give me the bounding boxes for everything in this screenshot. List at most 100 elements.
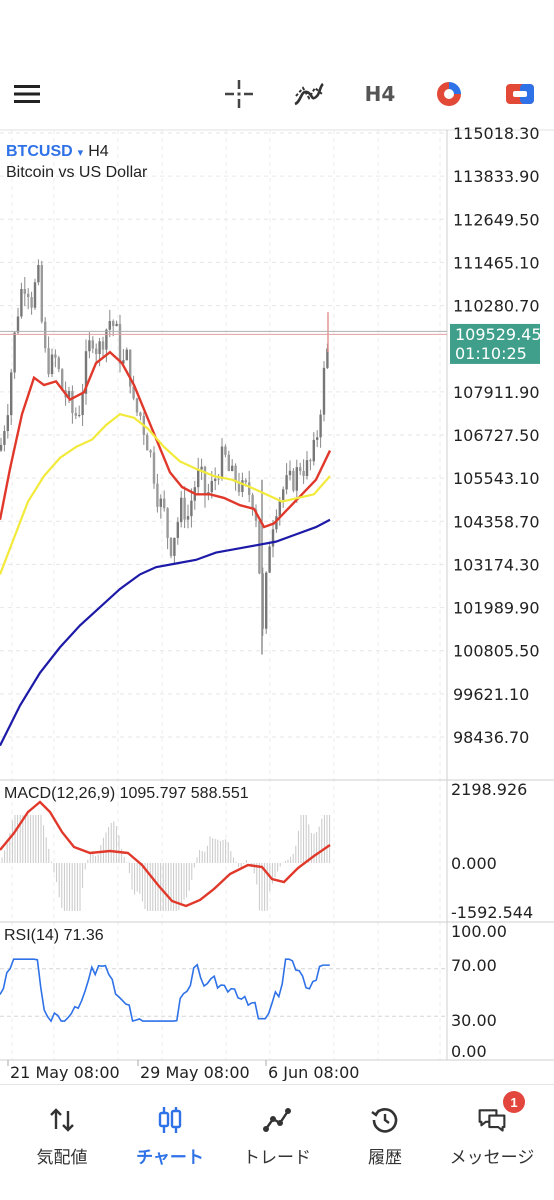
candle-body xyxy=(278,499,281,517)
rsi-axis-label: 100.00 xyxy=(451,922,507,941)
price-label: 106727.50 xyxy=(453,426,540,445)
candle-body xyxy=(16,316,20,333)
nav-history[interactable]: 履歴 xyxy=(330,1085,440,1185)
candle-body xyxy=(214,478,217,481)
trade-line-icon xyxy=(262,1105,292,1135)
candle-body xyxy=(268,546,271,573)
candle-body xyxy=(47,348,50,375)
ma-slow-line xyxy=(0,518,331,747)
candle-body xyxy=(302,470,305,477)
candle-body xyxy=(271,529,275,547)
ma-mid-line xyxy=(0,412,331,575)
nav-messages[interactable]: 1 メッセージ xyxy=(437,1085,547,1185)
candle-body xyxy=(57,357,60,370)
candle-body xyxy=(322,367,326,415)
price-chart[interactable]: 2198.926 0.000 -1592.544 100.00 70.00 30.00 0… xyxy=(0,126,554,1081)
candle-body xyxy=(227,454,230,471)
candle-body xyxy=(258,520,261,574)
candle-body xyxy=(91,340,94,349)
candle-body xyxy=(0,444,3,451)
candlesticks xyxy=(0,259,329,655)
candle-body xyxy=(220,446,224,479)
quotes-icon xyxy=(47,1105,77,1135)
rsi-axis-label: 30.00 xyxy=(451,1011,497,1030)
nav-messages-label: メッセージ xyxy=(449,1148,535,1167)
chart-grid xyxy=(0,130,447,1060)
menu-icon[interactable] xyxy=(10,74,44,114)
candle-body xyxy=(197,469,200,488)
candle-body xyxy=(6,415,9,432)
symbol-dropdown-icon[interactable]: ▾ xyxy=(77,146,84,159)
messages-badge: 1 xyxy=(503,1091,525,1113)
candle-body xyxy=(224,446,227,455)
candle-body xyxy=(105,329,108,350)
candle-body xyxy=(244,480,247,483)
price-label: 112649.50 xyxy=(453,210,540,229)
candle-body xyxy=(180,497,183,523)
symbol-name[interactable]: BTCUSD xyxy=(6,143,73,160)
candle-body xyxy=(101,341,105,350)
candle-body xyxy=(326,348,329,368)
candle-body xyxy=(312,439,315,462)
candle-body xyxy=(30,297,33,308)
candle-body xyxy=(37,265,40,283)
symbol-legend[interactable]: BTCUSD ▾ H4 xyxy=(6,143,109,161)
objects-icon[interactable] xyxy=(432,74,466,114)
candle-body xyxy=(254,509,258,521)
candle-body xyxy=(135,398,139,413)
ma-fast-line xyxy=(0,350,332,529)
price-label: 105543.10 xyxy=(453,469,540,488)
time-label: 21 May 08:00 xyxy=(10,1063,120,1081)
candle-body xyxy=(146,434,149,451)
nav-quotes[interactable]: 気配値 xyxy=(7,1085,117,1185)
bottom-nav: 気配値 チャート トレード 履歴 1 メッセージ xyxy=(0,1084,554,1200)
candle-body xyxy=(78,415,81,417)
macd-signal-line xyxy=(0,800,331,908)
candle-body xyxy=(237,482,241,492)
candle-body xyxy=(261,573,264,629)
candle-body xyxy=(156,483,159,507)
nav-trade[interactable]: トレード xyxy=(222,1085,332,1185)
candle-body xyxy=(231,465,234,471)
price-label: 104358.70 xyxy=(453,512,540,531)
candle-body xyxy=(285,475,288,490)
indicators-icon[interactable] xyxy=(291,74,327,114)
macd-label: MACD(12,26,9) 1095.797 588.551 xyxy=(4,785,249,802)
candle-body xyxy=(186,516,190,520)
price-label: 98436.70 xyxy=(453,728,529,747)
price-axis: 115018.30 113833.90 112649.50 111465.10 1102… xyxy=(450,126,542,747)
nav-quotes-label: 気配値 xyxy=(36,1148,88,1167)
candle-body xyxy=(74,413,77,416)
candle-body xyxy=(10,372,13,416)
candle-body xyxy=(166,508,169,538)
price-label: 100805.50 xyxy=(453,642,540,661)
macd-axis-label: 2198.926 xyxy=(451,780,527,799)
nav-chart[interactable]: チャート xyxy=(115,1085,225,1185)
candle-body xyxy=(169,537,173,556)
candle-body xyxy=(71,391,74,414)
candle-body xyxy=(200,466,203,470)
candle-body xyxy=(108,321,111,330)
macd-pane: 2198.926 0.000 -1592.544 xyxy=(0,780,533,922)
candle-body xyxy=(251,494,254,510)
crosshair-icon[interactable] xyxy=(222,74,256,114)
price-label: 115018.30 xyxy=(453,126,540,143)
timeframe-button[interactable]: H4 xyxy=(364,82,396,106)
candle-body xyxy=(292,470,295,491)
candle-body xyxy=(98,341,101,355)
time-label: 29 May 08:00 xyxy=(140,1063,250,1081)
candle-body xyxy=(248,482,251,495)
trade-icon[interactable] xyxy=(503,74,537,114)
macd-axis-label: 0.000 xyxy=(451,854,497,873)
price-label: 103174.30 xyxy=(453,555,540,574)
price-label: 99621.10 xyxy=(453,685,529,704)
rsi-axis-label: 70.00 xyxy=(451,956,497,975)
candle-body xyxy=(84,351,88,394)
candle-body xyxy=(319,414,322,438)
candle-body xyxy=(33,282,37,308)
candle-body xyxy=(27,293,30,298)
candle-body xyxy=(20,289,23,317)
candle-body xyxy=(50,354,54,375)
candle-body xyxy=(54,354,57,358)
price-label: 113833.90 xyxy=(453,167,540,186)
